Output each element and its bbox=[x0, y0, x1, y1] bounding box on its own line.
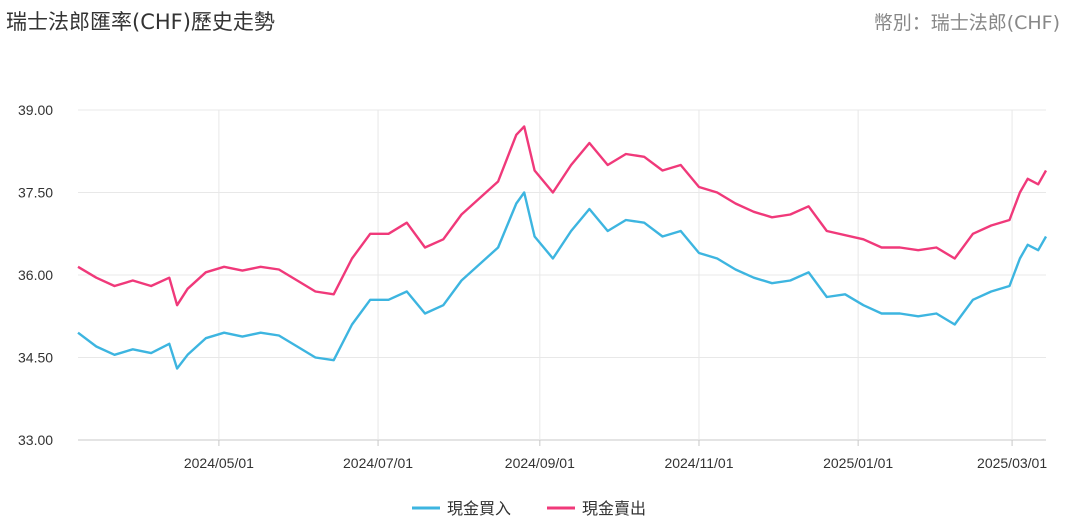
legend-label-buy: 現金買入 bbox=[447, 499, 511, 518]
y-tick-label: 37.50 bbox=[18, 185, 53, 201]
chart-title: 瑞士法郎匯率(CHF)歷史走勢 bbox=[6, 10, 275, 34]
legend-item-buy[interactable]: 現金買入 bbox=[412, 499, 511, 518]
x-axis-ticks: 2024/05/01 2024/07/01 2024/09/01 2024/11/01… bbox=[184, 455, 1047, 471]
legend-item-sell[interactable]: 現金賣出 bbox=[547, 499, 646, 518]
y-tick-label: 33.00 bbox=[18, 432, 53, 448]
currency-label: 幣別：瑞士法郎(CHF) bbox=[873, 12, 1060, 34]
series-line-buy[interactable] bbox=[77, 191, 1048, 370]
legend-label-sell: 現金賣出 bbox=[582, 499, 646, 518]
x-tick-label: 2024/07/01 bbox=[343, 455, 413, 471]
x-tick-label: 2025/01/01 bbox=[823, 455, 893, 471]
y-tick-label: 39.00 bbox=[18, 102, 53, 118]
series-lines bbox=[77, 125, 1048, 370]
x-tick-label: 2024/09/01 bbox=[505, 455, 575, 471]
x-tick-label: 2024/11/01 bbox=[664, 455, 733, 471]
series-line-sell[interactable] bbox=[77, 125, 1048, 307]
gridlines bbox=[78, 109, 1046, 446]
y-tick-label: 34.50 bbox=[18, 350, 53, 366]
y-axis-ticks: 39.00 37.50 36.00 34.50 33.00 bbox=[18, 102, 53, 448]
x-tick-label: 2025/03/01 bbox=[977, 455, 1047, 471]
y-tick-label: 36.00 bbox=[18, 267, 53, 283]
legend: 現金買入 現金賣出 bbox=[412, 499, 646, 518]
x-tick-label: 2024/05/01 bbox=[184, 455, 254, 471]
